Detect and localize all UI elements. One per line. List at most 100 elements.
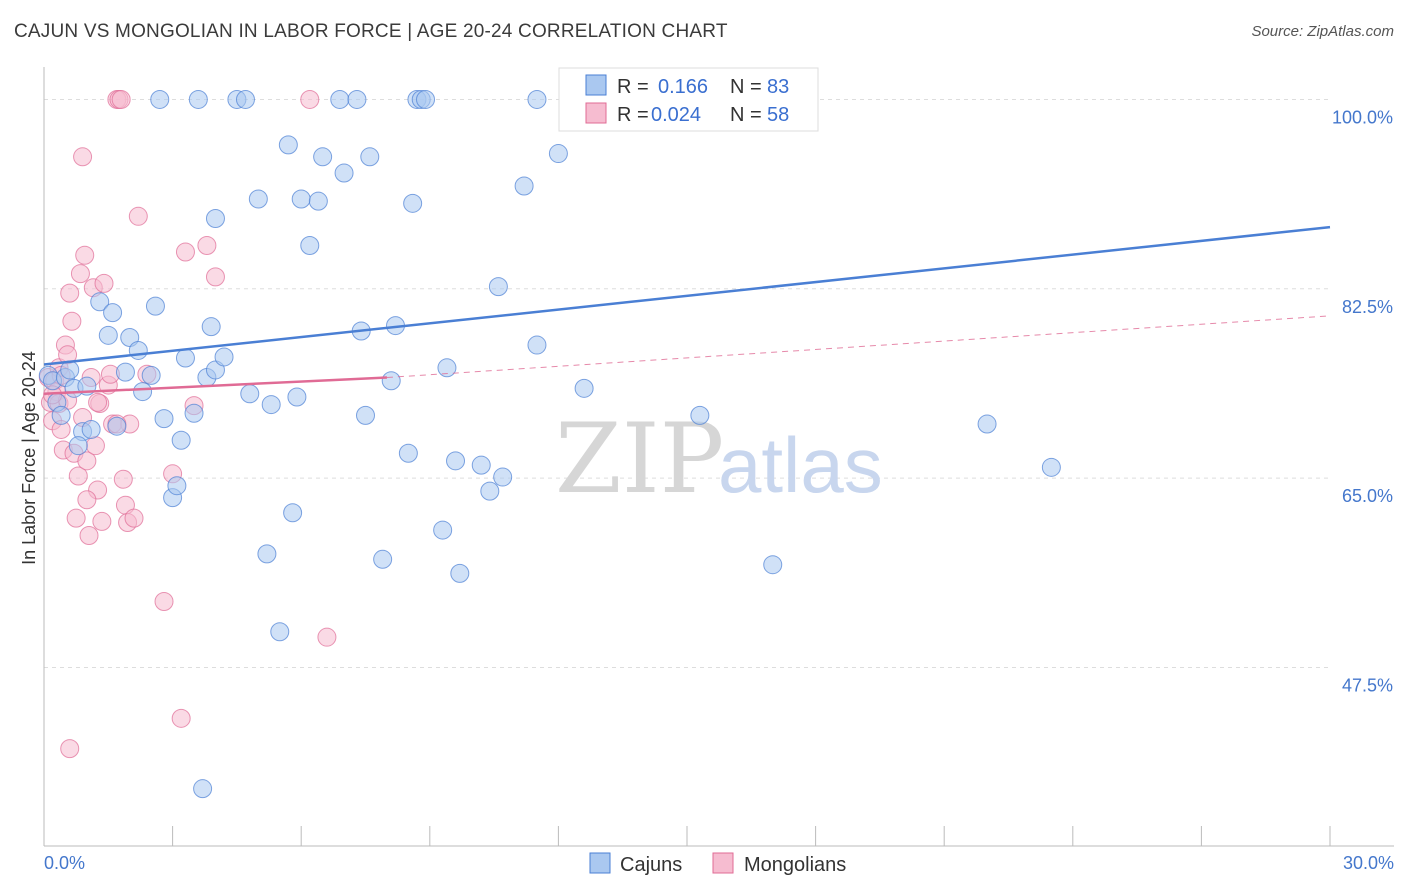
mongolian-point — [77, 451, 97, 471]
cajun-point — [763, 555, 783, 575]
cajun-point — [205, 208, 225, 228]
cajun-point — [471, 455, 491, 475]
cajun-point — [107, 416, 127, 436]
cajun-point — [403, 193, 423, 213]
cajun-point — [360, 147, 380, 167]
cajun-points — [38, 89, 1061, 799]
source-label: Source: ZipAtlas.com — [1251, 23, 1394, 40]
cajun-point — [171, 430, 191, 450]
cajun-point — [347, 89, 367, 109]
cajun-point — [548, 144, 568, 164]
cajun-point — [175, 348, 195, 368]
cajun-point — [128, 340, 148, 360]
cajun-legend-swatch — [585, 74, 607, 96]
watermark-atlas: atlas — [718, 421, 883, 509]
cajun-point — [373, 549, 393, 569]
y-axis-label: In Labor Force | Age 20-24 — [19, 351, 39, 565]
mongolian-point — [60, 739, 80, 759]
chart-title: CAJUN VS MONGOLIAN IN LABOR FORCE | AGE … — [14, 21, 728, 42]
x-tick-label-min: 0.0% — [44, 853, 85, 873]
cajun-point — [300, 236, 320, 256]
cajun-point — [240, 384, 260, 404]
cajun-point — [527, 89, 547, 109]
mongolian-point — [85, 436, 105, 456]
cajun-point — [283, 503, 303, 523]
cajun-r-value: 0.166 — [658, 76, 708, 98]
cajun-point — [690, 405, 710, 425]
watermark: ZIP atlas — [555, 403, 883, 515]
mongolian-point — [175, 242, 195, 262]
mongolian-point — [124, 508, 144, 528]
series-legend: Cajuns Mongolians — [589, 852, 846, 876]
y-tick-label: 82.5% — [1342, 297, 1393, 317]
cajun-point — [1041, 457, 1061, 477]
cajun-point — [308, 191, 328, 211]
mongolian-point — [88, 392, 108, 412]
cajun-point — [493, 467, 513, 487]
mongolian-point — [79, 525, 99, 545]
cajun-point — [98, 325, 118, 345]
cajun-point — [574, 378, 594, 398]
mongolian-point — [92, 511, 112, 531]
ticks: 100.0% 82.5% 65.0% 47.5% 0.0% 30.0% — [44, 107, 1394, 873]
cajun-point — [977, 414, 997, 434]
cajun-point — [514, 176, 534, 196]
y-tick-label: 47.5% — [1342, 675, 1393, 695]
mongolian-r-label: R = — [617, 104, 649, 126]
cajun-point — [184, 403, 204, 423]
y-tick-label: 100.0% — [1332, 107, 1393, 127]
mongolian-point — [73, 147, 93, 167]
mongolian-r-value: 0.024 — [651, 104, 701, 126]
cajun-point — [188, 89, 208, 109]
mongolian-point — [317, 627, 337, 647]
cajun-point — [51, 405, 71, 425]
trend-lines — [43, 225, 1331, 395]
cajun-point — [313, 147, 333, 167]
mongolian-point — [68, 466, 88, 486]
cajun-point — [214, 347, 234, 367]
cajun-point — [154, 409, 174, 429]
mongolian-point — [205, 267, 225, 287]
cajun-point — [235, 89, 255, 109]
cajun-point — [167, 476, 187, 496]
cajun-point — [68, 436, 88, 456]
cajun-n-value: 83 — [767, 76, 789, 98]
cajun-point — [416, 89, 436, 109]
mongolian-point — [171, 708, 191, 728]
cajun-r-label: R = — [617, 76, 649, 98]
cajun-point — [133, 382, 153, 402]
mongolian-point — [128, 206, 148, 226]
mongolian-point — [300, 89, 320, 109]
cajun-point — [193, 779, 213, 799]
cajun-point — [81, 419, 101, 439]
mongolian-point — [75, 245, 95, 265]
cajun-point — [381, 371, 401, 391]
mongolian-point — [60, 283, 80, 303]
x-tick-label-max: 30.0% — [1343, 853, 1394, 873]
cajun-point — [90, 292, 110, 312]
mongolian-trend-extension — [386, 315, 1331, 379]
mongolian-point — [94, 273, 114, 293]
cajun-point — [257, 544, 277, 564]
axes — [43, 67, 1394, 847]
mongolians-legend-label: Mongolians — [744, 854, 846, 876]
cajun-point — [527, 335, 547, 355]
mongolian-trend-line — [43, 376, 387, 395]
cajun-point — [488, 277, 508, 297]
cajun-point — [480, 481, 500, 501]
cajun-point — [201, 317, 221, 337]
cajun-point — [433, 520, 453, 540]
cajun-point — [398, 443, 418, 463]
mongolian-point — [197, 236, 217, 256]
mongolian-point — [66, 508, 86, 528]
cajun-point — [446, 451, 466, 471]
cajuns-swatch — [589, 852, 611, 874]
cajun-point — [150, 89, 170, 109]
mongolian-point — [113, 469, 133, 489]
cajun-point — [356, 405, 375, 425]
mongolians-swatch — [712, 852, 734, 874]
y-tick-label: 65.0% — [1342, 486, 1393, 506]
cajun-point — [437, 358, 457, 378]
mongolian-point — [70, 264, 90, 284]
